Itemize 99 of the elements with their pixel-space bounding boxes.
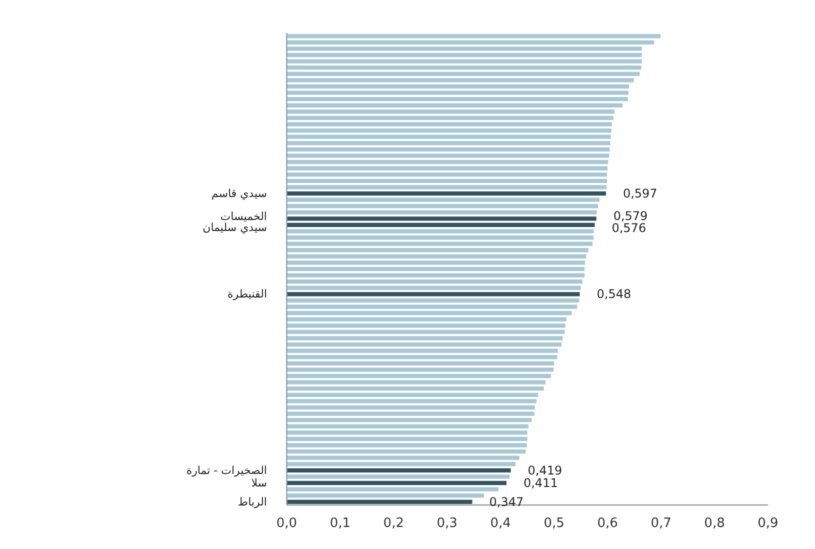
bar [286, 399, 536, 404]
bar [286, 154, 610, 158]
bar [286, 368, 554, 372]
bar [286, 480, 506, 486]
y-tick-label: الرباط [238, 495, 267, 508]
bar [286, 474, 510, 479]
bar [286, 286, 581, 290]
y-tick-label: سيدي سليمان [202, 220, 267, 234]
bar [286, 198, 600, 202]
x-tick-label: 0,0 [276, 516, 298, 531]
bar [286, 310, 572, 316]
bar [286, 292, 580, 296]
bar [286, 185, 606, 190]
bar [286, 430, 528, 435]
bar [286, 178, 608, 183]
bar [286, 242, 593, 246]
bar [286, 304, 578, 309]
y-tick-label: الخميسات [220, 210, 267, 223]
bar [286, 392, 538, 397]
bar [286, 456, 520, 460]
x-tick-label: 0,4 [490, 516, 511, 531]
bar [286, 493, 484, 498]
bar [286, 336, 563, 340]
y-tick-label: الصخيرات - تمارة [186, 464, 267, 477]
bar [286, 34, 661, 38]
bar [286, 72, 640, 76]
bar [286, 324, 566, 328]
bar [286, 443, 527, 448]
bar [286, 96, 628, 102]
bar [286, 141, 610, 146]
bar [286, 191, 606, 196]
bar [286, 103, 623, 108]
bar [286, 122, 612, 126]
bar [286, 374, 551, 378]
y-tick-label: القنيطرة [228, 288, 267, 301]
bar [286, 361, 554, 366]
x-tick-label: 0,1 [330, 516, 351, 531]
bar [286, 78, 634, 82]
bar [286, 418, 532, 422]
bar [286, 436, 528, 442]
data-label: 0,419 [528, 463, 562, 478]
bar [286, 279, 582, 284]
bar [286, 235, 594, 240]
data-label: 0,579 [613, 208, 648, 223]
bar [286, 462, 516, 466]
bar [286, 254, 586, 259]
x-tick-label: 0,7 [650, 516, 672, 531]
bar [286, 248, 588, 252]
bar [286, 273, 585, 278]
bar [286, 116, 614, 120]
y-tick-label: سلا [251, 476, 267, 490]
bar [286, 204, 598, 208]
bar [286, 330, 565, 334]
bar [286, 40, 654, 45]
data-label: 0,411 [523, 476, 558, 490]
bar [286, 160, 608, 164]
bar [286, 380, 546, 384]
bar [286, 134, 611, 139]
bar [286, 90, 628, 95]
bar [286, 110, 615, 114]
bar [286, 66, 642, 70]
x-tick-label: 0,3 [436, 516, 458, 531]
bar [286, 84, 629, 89]
bar [286, 487, 498, 492]
bar [286, 260, 586, 265]
bar [286, 166, 608, 170]
bar [286, 128, 612, 133]
y-tick-label: سيدي قاسم [211, 186, 267, 200]
x-tick-label: 0,9 [758, 516, 778, 531]
bar [286, 317, 566, 322]
x-tick-label: 0,5 [544, 516, 564, 531]
data-label: 0,576 [612, 220, 646, 235]
bar [286, 229, 594, 234]
x-tick-label: 0,8 [704, 516, 725, 531]
data-label: 0,548 [596, 287, 632, 302]
bar [286, 412, 534, 416]
data-label: 0,347 [489, 494, 524, 509]
x-tick-label: 0,6 [597, 516, 618, 531]
x-tick-label: 0,2 [383, 516, 404, 531]
bar [286, 59, 642, 64]
bar [286, 468, 511, 472]
bar [286, 222, 595, 228]
bar [286, 405, 535, 410]
bar [286, 52, 642, 58]
bar [286, 424, 528, 428]
bar [286, 348, 558, 353]
bar [286, 449, 526, 454]
bar [286, 500, 472, 504]
bar [286, 147, 610, 152]
data-label: 0,597 [622, 186, 658, 200]
bar [286, 298, 580, 303]
bar [286, 386, 544, 391]
bar [286, 355, 558, 360]
bar [286, 172, 608, 177]
bar [286, 342, 562, 347]
bar [286, 210, 597, 214]
bar [286, 46, 642, 51]
bar [286, 266, 585, 272]
bar [286, 216, 596, 221]
